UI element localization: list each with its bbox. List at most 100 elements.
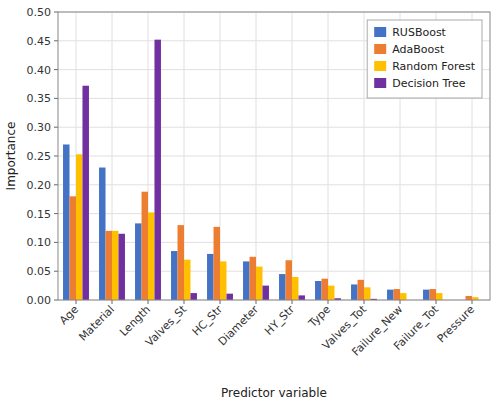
bar <box>262 286 268 300</box>
x-tick-label: Pressure <box>435 303 478 346</box>
x-grid-line <box>292 12 293 300</box>
bar <box>315 281 321 300</box>
x-tick-label: Failure_Tot <box>391 302 441 352</box>
legend-label: AdaBoost <box>392 43 445 56</box>
bar <box>256 267 262 300</box>
y-grid-line <box>58 184 490 185</box>
x-tick-label: Type <box>305 303 333 331</box>
x-axis-label: Predictor variable <box>221 386 327 400</box>
bar <box>82 86 88 300</box>
bar <box>142 192 148 300</box>
bar <box>250 257 256 300</box>
y-tick <box>54 127 58 128</box>
bar <box>190 293 196 300</box>
bar <box>322 279 328 300</box>
bar <box>328 286 334 300</box>
y-tick <box>54 98 58 99</box>
y-tick <box>54 12 58 13</box>
x-tick-label: Diameter <box>216 303 262 349</box>
x-tick-label: Length <box>117 303 153 339</box>
y-grid-line <box>58 127 490 128</box>
x-tick <box>112 300 113 304</box>
x-tick <box>328 300 329 304</box>
x-tick-label: Valves_St <box>143 302 190 349</box>
bar <box>178 225 184 300</box>
x-tick <box>148 300 149 304</box>
y-grid-line <box>58 156 490 157</box>
y-tick-label: 0.30 <box>27 121 52 134</box>
bar <box>351 284 357 300</box>
bar <box>207 254 213 300</box>
x-grid-line <box>364 12 365 300</box>
bar <box>148 212 154 300</box>
y-tick-label: 0.40 <box>27 64 52 77</box>
y-tick-label: 0.10 <box>27 236 52 249</box>
y-grid-line <box>58 213 490 214</box>
bar <box>135 223 141 300</box>
legend: RUSBoost AdaBoost Random Forest Decision Tr… <box>367 20 482 98</box>
bar <box>99 168 105 300</box>
y-tick-label: 0.25 <box>27 150 52 163</box>
bar <box>106 231 112 300</box>
x-tick <box>76 300 77 304</box>
bar <box>226 294 232 300</box>
bar <box>63 144 69 300</box>
x-tick-label: Age <box>57 303 81 327</box>
y-tick <box>54 242 58 243</box>
x-tick <box>184 300 185 304</box>
x-tick-label: Material <box>76 303 117 344</box>
bar <box>184 260 190 300</box>
y-tick-label: 0.15 <box>27 208 52 221</box>
bar <box>76 154 82 300</box>
legend-swatch <box>374 61 386 71</box>
legend-label: Random Forest <box>392 60 475 73</box>
x-tick <box>364 300 365 304</box>
bar <box>430 289 436 300</box>
y-tick <box>54 300 58 301</box>
y-tick <box>54 184 58 185</box>
legend-swatch <box>374 27 386 37</box>
bar <box>466 296 472 300</box>
bar <box>364 287 370 300</box>
y-tick-label: 0.00 <box>27 294 52 307</box>
x-tick <box>220 300 221 304</box>
y-tick <box>54 156 58 157</box>
legend-label: RUSBoost <box>392 26 446 39</box>
y-tick-label: 0.35 <box>27 92 52 105</box>
y-tick <box>54 69 58 70</box>
bar <box>243 261 249 300</box>
bars <box>63 40 478 300</box>
plot-frame <box>58 12 490 300</box>
chart: 0.000.050.100.150.200.250.300.350.400.45… <box>0 0 500 405</box>
x-tick <box>292 300 293 304</box>
bar <box>279 274 285 300</box>
bar <box>292 277 298 300</box>
bar <box>423 290 429 300</box>
y-tick-label: 0.05 <box>27 265 52 278</box>
bar <box>70 196 76 300</box>
bar <box>286 260 292 300</box>
x-tick <box>472 300 473 304</box>
y-tick-label: 0.50 <box>27 6 52 19</box>
bar <box>298 295 304 300</box>
x-tick-label: HC_Str <box>190 303 226 339</box>
x-tick <box>436 300 437 304</box>
bar <box>358 280 364 300</box>
x-grid-line <box>328 12 329 300</box>
y-tick <box>54 40 58 41</box>
y-tick <box>54 213 58 214</box>
legend-swatch <box>374 78 386 88</box>
legend-label: Decision Tree <box>392 77 465 90</box>
bar <box>400 293 406 300</box>
legend-swatch <box>374 44 386 54</box>
bar <box>394 289 400 300</box>
bar <box>387 290 393 300</box>
grid <box>58 12 490 300</box>
y-tick-label: 0.20 <box>27 179 52 192</box>
y-tick <box>54 271 58 272</box>
bar <box>112 231 118 300</box>
bar <box>220 261 226 300</box>
x-tick <box>400 300 401 304</box>
x-tick <box>256 300 257 304</box>
bar <box>154 40 160 300</box>
